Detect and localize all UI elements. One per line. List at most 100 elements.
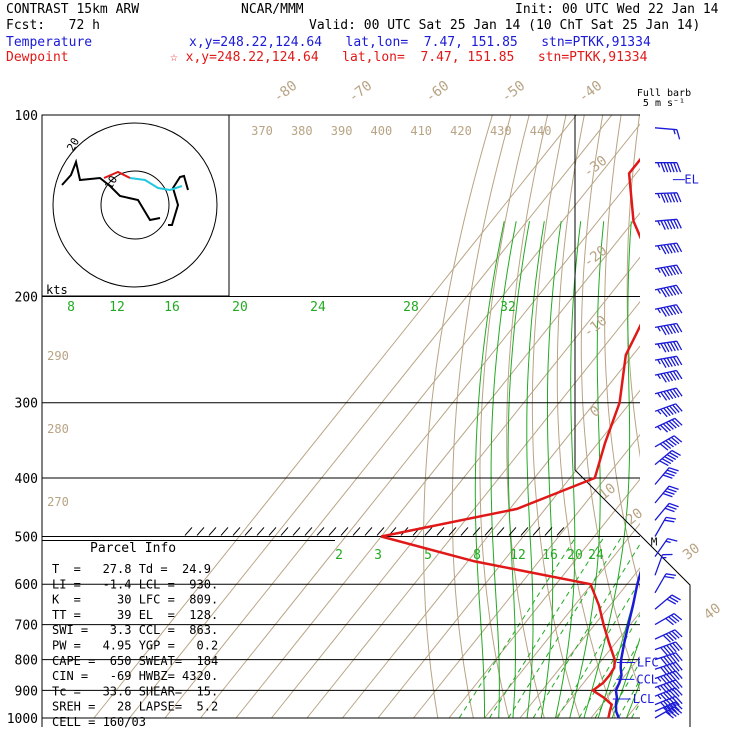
isotherm-label: -80 <box>271 78 301 106</box>
wind-barb <box>654 435 683 451</box>
freezing-level-hatch <box>244 527 253 536</box>
theta-e-label: 12 <box>109 300 125 315</box>
valid-time: Valid: 00 UTC Sat 25 Jan 14 (10 ChT Sat … <box>309 18 701 33</box>
isotherm-line <box>484 522 640 719</box>
mixing-ratio-line <box>532 543 640 719</box>
parcel-info-row: CIN = -69 HWBZ= 4320. <box>52 669 218 683</box>
freezing-level-hatch <box>328 527 337 536</box>
theta-e-label: 8 <box>67 300 75 315</box>
freezing-level-hatch <box>352 527 361 536</box>
wind-barb <box>654 485 679 504</box>
moist-adiabat-line <box>626 681 640 719</box>
model-title: CONTRAST 15km ARW <box>6 2 140 17</box>
isotherm-line <box>129 115 613 719</box>
pressure-tick-label: 800 <box>15 654 38 669</box>
wind-barb <box>654 652 683 666</box>
dry-adiabat-line <box>604 115 640 590</box>
wind-barb <box>654 679 683 694</box>
freezing-level-hatch <box>256 527 265 536</box>
mixing-ratio-line <box>631 701 640 719</box>
dry-adiabat-line <box>506 115 549 719</box>
freezing-level-hatch <box>436 527 445 536</box>
moist-adiabat-line <box>555 221 582 719</box>
isotherm-line <box>200 167 640 719</box>
hodograph-ring-outer <box>52 122 218 288</box>
temperature-legend: Temperature <box>6 35 93 50</box>
parcel-info-row: CELL = 160/03 <box>52 715 146 729</box>
freezing-level-hatch <box>232 527 241 536</box>
dry-adiabat-line <box>580 115 640 692</box>
freezing-level-hatch <box>196 527 205 536</box>
wind-barb <box>654 355 683 369</box>
theta-e-label: 16 <box>164 300 180 315</box>
hodograph-trace-low <box>103 170 131 179</box>
dewpoint-legend: Dewpoint <box>6 50 69 65</box>
wind-barb <box>654 573 677 594</box>
init-time: Init: 00 UTC Wed 22 Jan 14 <box>515 2 719 17</box>
dry-adiabat-line <box>423 115 493 719</box>
theta-label: 440 <box>530 124 552 138</box>
isotherm-label: -70 <box>346 78 376 106</box>
mixing-ratio-label: 12 <box>510 548 526 563</box>
moist-adiabat-line <box>597 572 640 719</box>
temperature-profile-line <box>614 570 640 719</box>
theta-label: 430 <box>490 124 512 138</box>
wind-barb <box>654 127 681 140</box>
parcel-info-row: SWI = 3.3 CCL = 863. <box>52 623 218 637</box>
hodograph-ring-label: 10 <box>102 174 120 192</box>
isotherm-line <box>626 700 640 719</box>
mixing-ratio-line <box>458 536 577 719</box>
parcel-info-row: CAPE = 650 SWEAT= 184 <box>52 654 218 668</box>
dry-adiabat-line <box>691 115 740 718</box>
isotherm-line <box>448 478 640 719</box>
freezing-level-hatch <box>520 527 529 536</box>
theta-e-label: 20 <box>232 300 248 315</box>
mixing-ratio-label: 2 <box>335 548 343 563</box>
freezing-level-hatch <box>472 527 481 536</box>
wind-barb <box>654 322 683 336</box>
dry-adiabat-lines <box>423 115 740 719</box>
theta-label: 380 <box>291 124 313 138</box>
wind-barb <box>654 387 683 401</box>
moist-adiabat-line <box>583 221 632 719</box>
barb-scale-unit: 5 m s⁻¹ <box>643 98 685 109</box>
mixing-ratio-label: 8 <box>473 548 481 563</box>
wind-barb <box>654 613 683 626</box>
isotherm-line <box>662 115 740 718</box>
hodograph-frame <box>41 114 230 297</box>
theta-e-label: 32 <box>500 300 516 315</box>
parcel-info-row: Tc = 33.6 SHEAR= 15. <box>52 684 218 698</box>
hodograph-trace-mid <box>61 158 161 222</box>
wind-barb <box>654 304 683 317</box>
dry-adiabat-line <box>451 115 512 719</box>
freezing-level-hatch <box>556 527 565 536</box>
isotherm-label: 40 <box>701 600 724 623</box>
dry-adiabat-line <box>649 115 740 718</box>
moist-adiabat-line <box>569 221 605 719</box>
wind-barb <box>654 670 683 685</box>
isotherm-label: 0 <box>587 403 603 421</box>
freezing-level-hatch <box>208 527 217 536</box>
forecast-hour: Fcst: 72 h <box>6 18 100 33</box>
parcel-info-row: TT = 39 EL = 128. <box>52 608 218 622</box>
wind-barb <box>654 449 681 467</box>
hodograph-ring-inner <box>100 170 170 240</box>
isotherm-line <box>93 115 577 719</box>
theta-label: 410 <box>410 124 432 138</box>
sounding-profiles <box>380 157 640 719</box>
freezing-level-hatch <box>364 527 373 536</box>
freezing-level-hatch <box>424 527 433 536</box>
freezing-level-hatch <box>508 527 517 536</box>
theta-label-left: 270 <box>47 495 69 509</box>
level-marker-label: LCL <box>633 692 655 706</box>
freezing-level-hatch <box>484 527 493 536</box>
dry-adiabat-line <box>670 115 740 718</box>
isotherm-line <box>271 256 640 719</box>
wind-barb <box>654 340 683 353</box>
pressure-tick-label: 400 <box>15 472 38 487</box>
parcel-info-row: PW = 4.95 YGP = 0.2 <box>52 639 218 653</box>
wind-barb <box>654 706 683 719</box>
